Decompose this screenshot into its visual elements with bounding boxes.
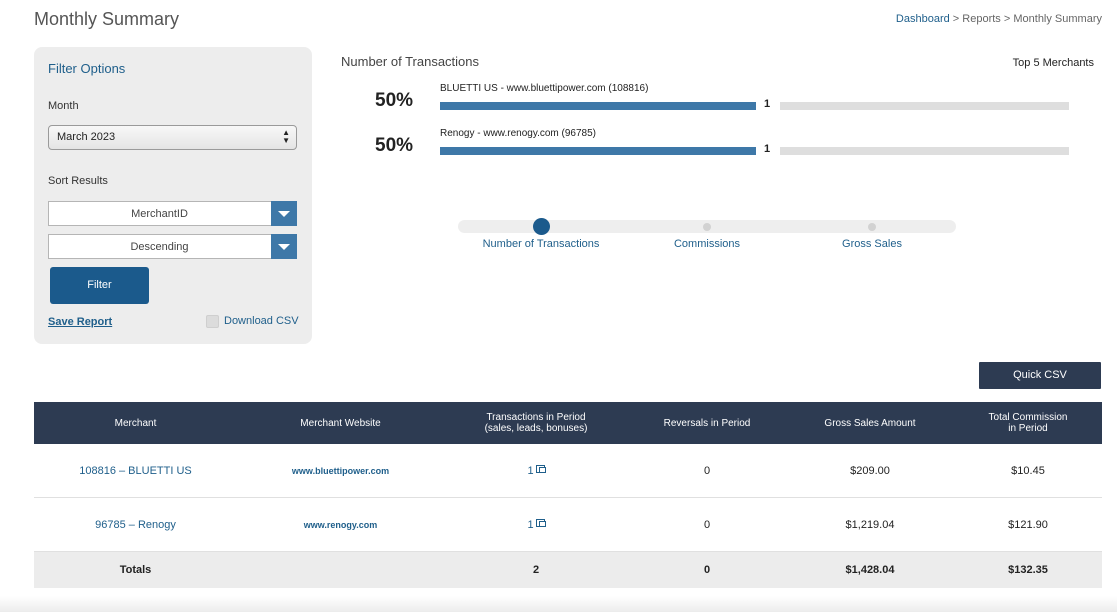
bar-count-label: 1 xyxy=(764,98,771,110)
column-header-website: Merchant Website xyxy=(300,417,381,429)
month-value: March 2023 xyxy=(57,131,116,143)
chevron-down-icon[interactable] xyxy=(271,234,297,259)
quick-csv-button[interactable]: Quick CSV xyxy=(979,362,1101,389)
download-csv-label[interactable]: Download CSV xyxy=(224,315,299,327)
transactions-count[interactable]: 1 xyxy=(527,464,534,477)
updown-arrows-icon: ▲ ▼ xyxy=(282,128,290,145)
page-title: Monthly Summary xyxy=(34,9,180,29)
bar-category-label: Renogy - www.renogy.com (96785) xyxy=(440,128,596,139)
external-link-icon[interactable] xyxy=(535,518,546,527)
sort-label: Sort Results xyxy=(48,175,108,187)
table-row: 108816 – BLUETTI US www.bluettipower.com… xyxy=(34,444,1102,498)
transactions-link[interactable]: 1 xyxy=(444,498,628,551)
breadcrumb-separator: > xyxy=(949,13,963,25)
slider-tab-label[interactable]: Commissions xyxy=(673,238,740,250)
breadcrumb-dashboard-link[interactable]: Dashboard xyxy=(895,13,950,25)
commission-cell: $10.45 xyxy=(1011,464,1045,477)
sort-order-dropdown[interactable]: Descending xyxy=(48,234,297,259)
transactions-count[interactable]: 1 xyxy=(527,518,534,531)
breadcrumb-separator: > xyxy=(1000,13,1014,25)
totals-gross-sales: $1,428.04 xyxy=(845,564,895,576)
merchant-website-link[interactable]: www.bluettipower.com xyxy=(291,465,390,476)
chart-title: Number of Transactions xyxy=(341,54,480,69)
sort-field-dropdown[interactable]: MerchantID xyxy=(48,201,297,226)
reversals-cell: 0 xyxy=(703,464,711,477)
slider-tab-label[interactable]: Number of Transactions xyxy=(482,238,600,250)
breadcrumb-reports: Reports xyxy=(962,13,1001,25)
totals-commission: $132.35 xyxy=(1008,564,1048,576)
sort-field-value: MerchantID xyxy=(131,208,188,220)
bar-fill xyxy=(440,147,756,155)
bar-percent-label: 50% xyxy=(375,135,414,156)
bar-percent-label: 50% xyxy=(375,90,414,111)
filter-title: Filter Options xyxy=(48,61,126,76)
month-label: Month xyxy=(48,100,79,112)
totals-website-empty xyxy=(237,552,444,588)
save-report-link[interactable]: Save Report xyxy=(48,316,113,328)
bar-fill xyxy=(440,102,756,110)
slider-dot[interactable] xyxy=(532,218,550,235)
table-header: Merchant Merchant Website Transactions i… xyxy=(34,402,1102,444)
merchant-link[interactable]: 108816 – BLUETTI US xyxy=(79,464,192,477)
external-link-icon[interactable] xyxy=(535,464,546,473)
month-select[interactable]: March 2023 ▲ ▼ xyxy=(48,125,297,150)
bar-category-label: BLUETTI US - www.bluettipower.com (10881… xyxy=(440,83,649,94)
bar-row: 50% Renogy - www.renogy.com (96785) 1 xyxy=(372,128,1072,168)
filter-button[interactable]: Filter xyxy=(50,267,149,304)
merchant-link[interactable]: 96785 – Renogy xyxy=(95,518,176,531)
column-header-gross-sales: Gross Sales Amount xyxy=(824,417,916,429)
bar-count-label: 1 xyxy=(764,143,771,155)
gross-sales-cell: $209.00 xyxy=(850,464,890,477)
gross-sales-cell: $1,219.04 xyxy=(845,518,895,531)
top-merchants-label: Top 5 Merchants xyxy=(1012,57,1094,69)
bar-track xyxy=(780,102,1069,110)
breadcrumb-current: Monthly Summary xyxy=(1013,13,1102,25)
totals-reversals: 0 xyxy=(703,564,711,576)
filter-panel: Filter Options Month March 2023 ▲ ▼ Sort … xyxy=(34,47,312,344)
transactions-link[interactable]: 1 xyxy=(444,444,628,497)
reversals-cell: 0 xyxy=(703,518,711,531)
breadcrumb: Dashboard > Reports > Monthly Summary xyxy=(896,13,1102,25)
table-row: 96785 – Renogy www.renogy.com 1 0 $1,219… xyxy=(34,498,1102,552)
column-header-commission: Total Commission in Period xyxy=(988,412,1068,434)
merchant-website-link[interactable]: www.renogy.com xyxy=(303,519,378,530)
column-header-reversals: Reversals in Period xyxy=(663,417,751,429)
column-header-merchant: Merchant xyxy=(114,417,157,429)
column-header-transactions: Transactions in Period (sales, leads, bo… xyxy=(484,412,588,434)
bar-row: 50% BLUETTI US - www.bluettipower.com (10… xyxy=(372,83,1072,123)
summary-table: Merchant Merchant Website Transactions i… xyxy=(34,402,1102,588)
totals-transactions: 2 xyxy=(532,564,540,576)
slider-dot[interactable] xyxy=(868,223,876,231)
totals-label: Totals xyxy=(119,564,152,576)
download-csv-checkbox[interactable] xyxy=(206,315,219,328)
bar-track xyxy=(780,147,1069,155)
totals-row: Totals 2 0 $1,428.04 $132.35 xyxy=(34,552,1102,588)
sort-order-value: Descending xyxy=(130,241,189,253)
slider-dot[interactable] xyxy=(703,223,711,231)
chevron-down-icon[interactable] xyxy=(271,201,297,226)
commission-cell: $121.90 xyxy=(1008,518,1048,531)
slider-tab-label[interactable]: Gross Sales xyxy=(842,238,902,250)
page-bottom-edge xyxy=(0,596,1117,612)
